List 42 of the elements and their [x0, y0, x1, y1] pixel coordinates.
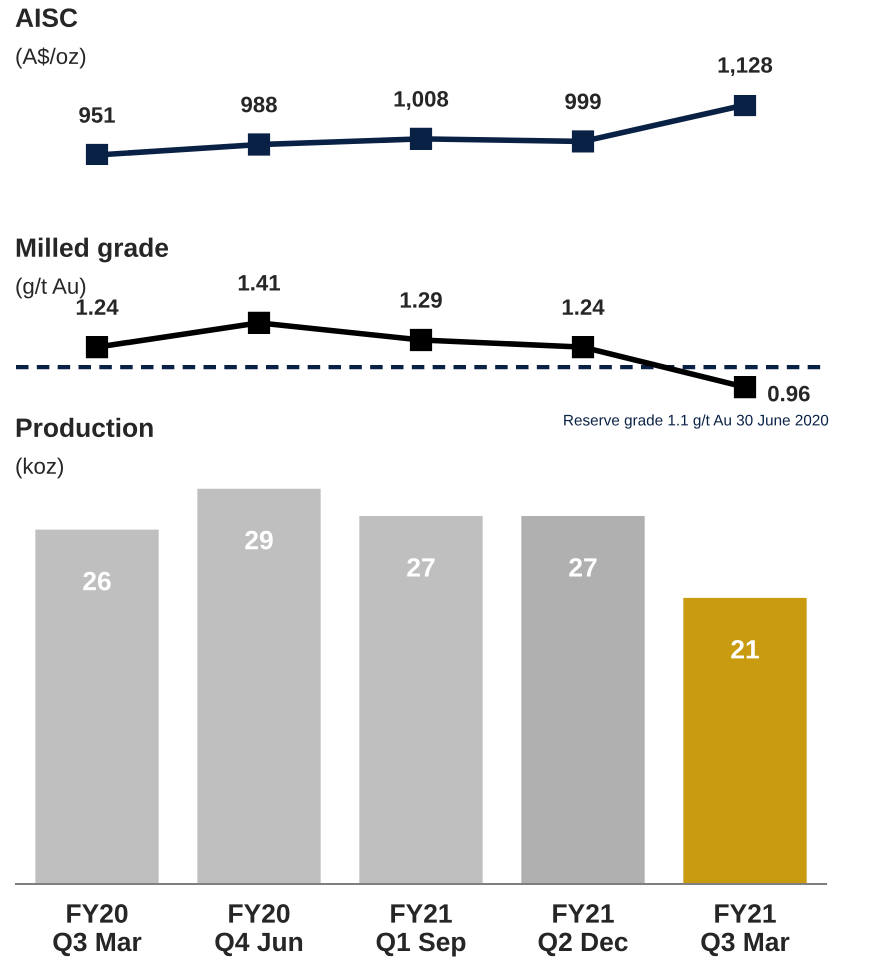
ref-line-label: Reserve grade 1.1 g/t Au 30 June 2020	[564, 414, 828, 429]
data-label: 999	[565, 94, 601, 110]
data-label: 21	[731, 640, 759, 658]
data-label: 26	[83, 572, 111, 590]
data-label: 988	[241, 96, 277, 112]
bar	[520, 514, 646, 884]
chart-subtitle: (A$/oz)	[16, 47, 86, 69]
data-label: 1.24	[562, 299, 605, 315]
bar	[682, 596, 808, 884]
point	[410, 128, 432, 150]
data-label: 1,128	[718, 57, 772, 76]
point	[572, 130, 594, 153]
bar	[196, 488, 322, 884]
data-label: 1,008	[394, 90, 448, 110]
bar	[358, 514, 484, 884]
data-label: 0.96	[768, 386, 810, 402]
point	[86, 144, 108, 165]
chart-subtitle: (koz)	[16, 458, 63, 478]
point	[86, 336, 108, 358]
x-tick-label: FY20 Q3 Mar	[53, 904, 142, 956]
data-label: 29	[245, 530, 273, 550]
data-label: 1.29	[400, 292, 442, 308]
chart-title: Milled grade	[16, 238, 168, 262]
point	[248, 312, 270, 334]
point	[734, 95, 756, 116]
x-tick-label: FY21 Q3 Mar	[701, 904, 790, 956]
data-label: 1.41	[238, 275, 280, 290]
data-label: 27	[407, 558, 435, 576]
x-tick-label: FY20 Q4 Jun	[215, 904, 302, 956]
chart-title: AISC	[16, 8, 78, 28]
chart-title: Production	[16, 418, 153, 438]
data-label: 951	[79, 107, 115, 123]
point	[410, 328, 432, 352]
x-tick-label: FY21 Q2 Dec	[538, 904, 628, 956]
point	[572, 336, 594, 358]
point	[734, 376, 756, 398]
x-tick-label: FY21 Q1 Sep	[376, 904, 466, 956]
bar	[34, 528, 160, 884]
data-label: 1.24	[76, 299, 119, 315]
point	[248, 133, 270, 156]
data-label: 27	[569, 558, 597, 576]
chart-subtitle: (g/t Au)	[16, 278, 86, 298]
